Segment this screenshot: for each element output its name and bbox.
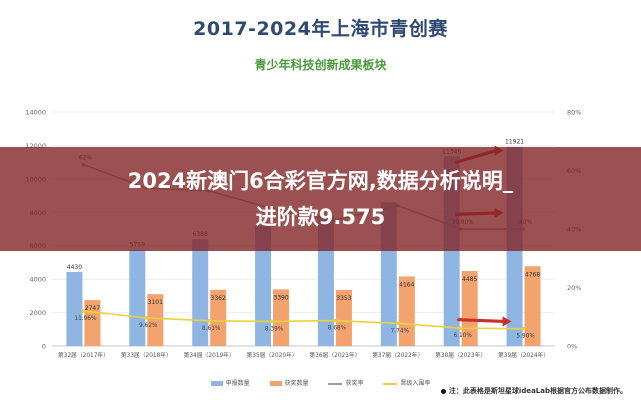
point-label-advance-rate: 8.39% <box>265 326 284 332</box>
legend-swatch-gray-line <box>328 382 343 385</box>
y-right-tick-label: 0% <box>567 343 577 351</box>
bar-applications <box>255 225 272 346</box>
source-note-text: 注：此表格是斯坦星球ideaLab根据官方公布数据制作。 <box>448 387 627 395</box>
y-right-tick-label: 80% <box>567 109 581 117</box>
bar-applications <box>192 239 209 346</box>
point-label-advance-rate: 8.61% <box>202 326 221 332</box>
bar-applications <box>66 271 83 346</box>
bar-awards <box>461 271 478 346</box>
chart-subtitle: 青少年科技创新成果板块 <box>254 58 387 72</box>
bar-label-awards: 3101 <box>148 299 163 306</box>
legend-item-award-rate: 获奖率 <box>328 378 363 387</box>
legend-item-advance-rate: 晋级入围率 <box>383 378 430 387</box>
overlay-banner-text: 2024新澳门6合彩官方网,数据分析说明_ 进阶款9.575 <box>0 163 641 235</box>
y-left-tick-label: 0 <box>42 343 46 351</box>
point-advance-rate <box>207 319 211 323</box>
y-right-tick-label: 20% <box>567 284 581 292</box>
y-left-tick-label: 14000 <box>25 109 46 117</box>
x-tick-label: 第32届（2017年） <box>58 351 109 359</box>
x-tick-label: 第37届（2022年） <box>372 351 423 359</box>
legend-label: 获奖数量 <box>284 380 309 387</box>
bar-label-awards: 2747 <box>85 305 100 312</box>
bar-label-awards: 4164 <box>399 281 414 288</box>
point-advance-rate <box>81 309 86 313</box>
x-tick-label: 第39届（2024年） <box>498 351 549 359</box>
legend-label: 申报数量 <box>225 380 250 387</box>
chart-title: 2017-2024年上海市青创赛 <box>193 18 448 40</box>
bullet-icon <box>440 388 446 394</box>
chart-legend: 申报数量 获奖数量 获奖率 晋级入围率 <box>0 378 641 387</box>
point-advance-rate <box>521 326 526 331</box>
legend-swatch-blue <box>210 381 223 386</box>
legend-item-applications: 申报数量 <box>210 378 250 387</box>
point-advance-rate <box>458 326 463 330</box>
bar-label-awards: 3362 <box>211 295 226 302</box>
bar-awards <box>147 294 164 346</box>
line-advance-rate <box>83 310 524 330</box>
point-label-advance-rate: 6.10% <box>453 333 472 339</box>
x-tick-label: 第38届（2023年） <box>435 351 486 359</box>
point-advance-rate <box>333 318 337 323</box>
bar-label-awards: 4768 <box>525 271 540 278</box>
source-note: 注：此表格是斯坦星球ideaLab根据官方公布数据制作。 <box>440 386 627 396</box>
point-label-advance-rate: 8.68% <box>328 326 347 332</box>
legend-label: 获奖率 <box>345 380 364 387</box>
point-label-advance-rate: 7.74% <box>391 328 410 334</box>
x-tick-label: 第36届（2021年） <box>309 351 360 359</box>
x-tick-label: 第33届（2018年） <box>121 351 172 359</box>
point-advance-rate <box>270 319 274 324</box>
point-label-advance-rate: 5.90% <box>516 334 535 340</box>
bar-applications <box>129 249 146 346</box>
point-advance-rate <box>396 321 400 326</box>
bar-label-applications: 4430 <box>67 264 82 271</box>
bar-awards <box>273 289 290 346</box>
overlay-banner <box>0 147 641 251</box>
bar-awards <box>210 289 227 346</box>
legend-label: 晋级入围率 <box>400 380 431 387</box>
point-label-advance-rate: 9.62% <box>139 323 158 329</box>
bar-awards <box>524 266 541 346</box>
bar-label-awards: 4485 <box>462 276 477 283</box>
bar-label-awards: 3390 <box>273 294 288 301</box>
bar-label-applications: 11921 <box>505 139 524 146</box>
x-tick-label: 第35届（2020年） <box>247 351 298 359</box>
arrow-advance-rate-head <box>502 316 512 327</box>
y-left-tick-label: 4000 <box>29 276 46 284</box>
legend-swatch-orange <box>269 381 282 386</box>
banner-line-2: 进阶款9.575 <box>255 205 386 229</box>
y-left-tick-label: 2000 <box>29 309 46 317</box>
legend-item-awards: 获奖数量 <box>269 378 309 387</box>
banner-line-1: 2024新澳门6合彩官方网,数据分析说明_ <box>127 169 514 193</box>
point-label-advance-rate: 11.96% <box>74 316 97 322</box>
legend-swatch-yellow-line <box>383 382 398 385</box>
bar-label-awards: 3353 <box>336 295 351 302</box>
x-tick-label: 第34届（2019年） <box>184 351 235 359</box>
point-advance-rate <box>144 316 149 320</box>
bar-awards <box>335 289 352 346</box>
bar-awards <box>398 276 415 346</box>
arrow-advance-rate <box>457 318 507 324</box>
y-left-tick-label: 12000 <box>25 142 46 150</box>
